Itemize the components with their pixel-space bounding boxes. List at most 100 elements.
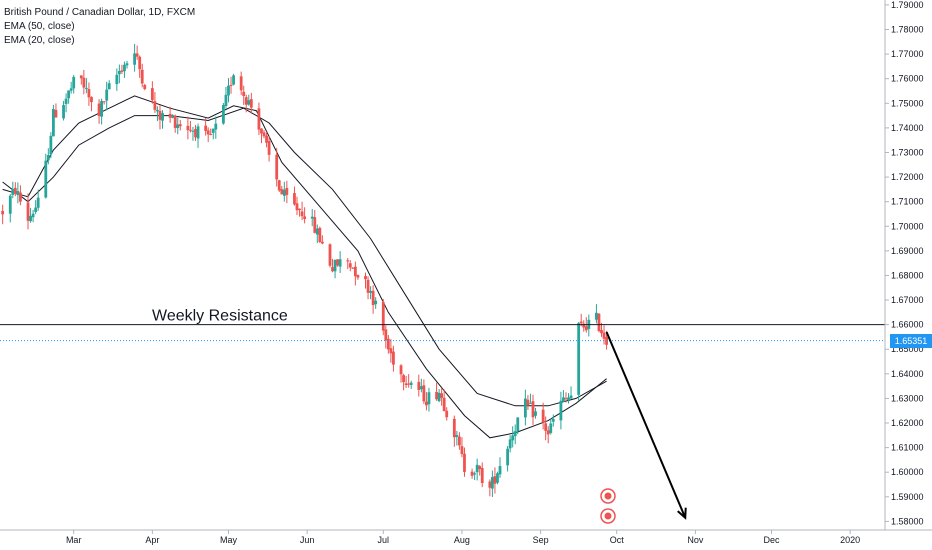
candle-body — [153, 101, 157, 110]
candle-body — [138, 56, 142, 70]
candle-body — [551, 419, 555, 422]
x-tick-label: May — [220, 535, 238, 545]
candle-body — [143, 84, 147, 90]
y-tick-label: 1.65000 — [891, 344, 924, 354]
candle-body — [579, 321, 583, 324]
x-tick-label: Jul — [378, 535, 390, 545]
candle-body — [389, 348, 393, 354]
candle-body — [209, 133, 213, 135]
x-tick-label: Mar — [66, 535, 82, 545]
candle-body — [239, 76, 243, 91]
y-tick-label: 1.62000 — [891, 418, 924, 428]
candle-body — [425, 401, 428, 406]
projection-arrow-line[interactable] — [605, 331, 687, 519]
y-tick-label: 1.78000 — [891, 25, 924, 35]
candle-body — [404, 383, 408, 386]
candle-body — [463, 453, 466, 472]
candle-body — [559, 400, 563, 421]
candle-body — [280, 189, 284, 195]
candle-body — [569, 395, 573, 399]
y-tick-label: 1.70000 — [891, 221, 924, 231]
candle-body — [62, 105, 65, 119]
candle-body — [577, 323, 581, 395]
candle-body — [227, 85, 230, 96]
candle-body — [52, 109, 55, 137]
projection-arrow-head — [677, 507, 687, 520]
candle-body — [567, 397, 570, 400]
candle-body — [176, 124, 180, 129]
candle-body — [222, 104, 225, 124]
y-tick-label: 1.77000 — [891, 49, 924, 59]
symbol-title: British Pound / Canadian Dollar, 1D, FXC… — [4, 7, 196, 18]
candle-body — [328, 244, 332, 266]
y-tick-label: 1.61000 — [891, 443, 924, 453]
candle-body — [120, 70, 124, 72]
candle-body — [331, 267, 334, 272]
candle-body — [36, 197, 40, 208]
x-tick-label: Jun — [300, 535, 315, 545]
candle-body — [437, 392, 441, 402]
candle-body — [8, 195, 12, 214]
y-tick-label: 1.59000 — [891, 492, 924, 502]
candle-body — [384, 329, 388, 341]
candle-body — [544, 423, 548, 431]
candle-body — [11, 188, 15, 195]
candle-body — [300, 211, 304, 217]
candle-body — [150, 88, 154, 101]
candle-body — [125, 63, 129, 66]
economic-event-icon[interactable] — [600, 508, 616, 524]
candle-body — [90, 97, 93, 103]
candle-body — [541, 409, 545, 423]
candle-body — [168, 113, 172, 118]
candle-body — [265, 135, 268, 143]
candle-body — [346, 260, 350, 262]
candle-body — [97, 103, 101, 116]
x-tick-label: Dec — [764, 535, 781, 545]
ema-lines — [2, 95, 607, 439]
last-price-tag: 1.65351 — [890, 333, 932, 348]
y-tick-label: 1.74000 — [891, 123, 924, 133]
candle-body — [546, 430, 550, 435]
candle-body — [267, 140, 271, 155]
candle-body — [392, 351, 395, 365]
candle-body — [488, 481, 492, 488]
candle-body — [44, 160, 48, 198]
chart-legend: British Pound / Canadian Dollar, 1D, FXC… — [4, 6, 195, 48]
candle-body — [320, 241, 324, 244]
economic-event-icon[interactable] — [600, 488, 616, 504]
candle-body — [529, 402, 532, 404]
candle-body — [351, 267, 355, 269]
candle-body — [16, 191, 20, 195]
candle-body — [249, 99, 253, 108]
candle-body — [13, 187, 17, 194]
candle-body — [244, 97, 248, 105]
candle-body — [189, 129, 192, 131]
candle-body — [158, 110, 162, 120]
candle-body — [214, 123, 218, 130]
candle-body — [364, 276, 367, 280]
candle-body — [298, 208, 301, 211]
candle-body — [333, 259, 337, 272]
candle-body — [490, 477, 494, 489]
candle-body — [186, 125, 190, 131]
candle-body — [26, 202, 30, 221]
y-tick-label: 1.63000 — [891, 393, 924, 403]
candle-body — [282, 189, 286, 196]
candle-body — [69, 88, 73, 91]
candles — [1, 43, 608, 497]
candle-body — [399, 365, 403, 375]
candle-body — [595, 312, 598, 320]
candle-body — [493, 476, 497, 484]
candle-body — [442, 397, 446, 412]
y-tick-label: 1.67000 — [891, 295, 924, 305]
candle-body — [470, 471, 474, 476]
annotations: Weekly Resistance — [0, 308, 885, 524]
candle-body — [452, 418, 456, 438]
candle-body — [473, 473, 477, 475]
weekly-resistance-label: Weekly Resistance — [152, 308, 288, 325]
candle-body — [562, 397, 565, 402]
candle-body — [229, 84, 233, 86]
